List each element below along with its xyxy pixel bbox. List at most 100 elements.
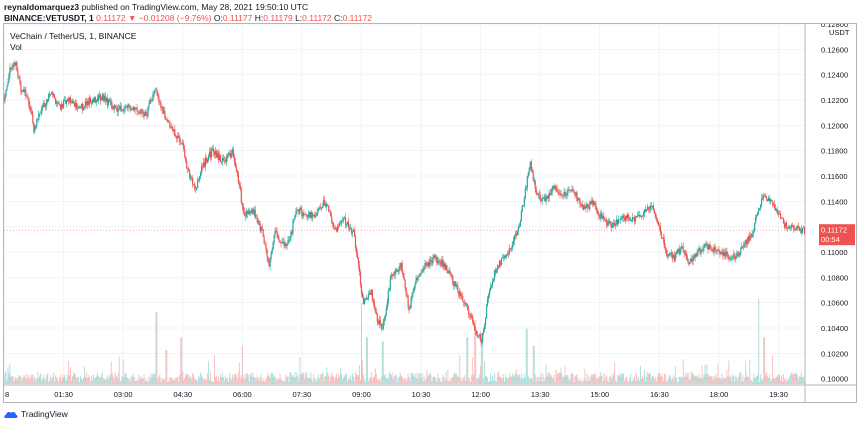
candle-body — [390, 274, 392, 279]
candle-body — [392, 274, 394, 276]
candle-body — [783, 223, 786, 228]
volume-bar — [209, 380, 211, 384]
candle-body — [526, 176, 528, 188]
volume-bar — [702, 379, 704, 384]
candle-body — [4, 96, 6, 101]
volume-bar — [429, 372, 431, 384]
candle-body — [617, 219, 619, 224]
volume-bar — [176, 377, 178, 384]
candle-body — [794, 228, 797, 230]
volume-bar — [446, 380, 448, 384]
volume-bar — [558, 373, 560, 384]
volume-bar — [697, 377, 699, 384]
candle-body — [89, 97, 91, 103]
volume-bar — [690, 371, 692, 384]
candle-body — [434, 255, 436, 259]
candle-body — [631, 217, 634, 222]
candle-body — [495, 269, 498, 273]
volume-bar — [655, 381, 657, 384]
volume-bar — [135, 380, 137, 384]
candle-body — [453, 284, 455, 286]
volume-bar — [598, 377, 600, 384]
volume-bar — [303, 372, 305, 384]
volume-bar — [778, 374, 780, 384]
volume-bar — [416, 373, 418, 384]
volume-bar — [295, 377, 297, 384]
x-tick-label: 13:30 — [531, 390, 550, 399]
volume-bar — [241, 345, 243, 384]
candle-body — [468, 309, 470, 315]
candle-body — [12, 64, 14, 70]
candle-body — [627, 214, 630, 218]
volume-bar — [584, 368, 586, 384]
candle-body — [348, 227, 351, 229]
candle-body — [784, 222, 787, 228]
candle-body — [179, 136, 181, 142]
candle-body — [753, 231, 755, 234]
candle-body — [508, 248, 511, 254]
candle-body — [102, 94, 104, 101]
candle-body — [792, 225, 795, 229]
candle-body — [540, 199, 542, 202]
candle-body — [386, 302, 388, 308]
volume-bar — [400, 375, 402, 384]
volume-bar — [345, 374, 347, 384]
volume-bar — [234, 373, 236, 384]
candle-body — [547, 195, 549, 199]
volume-bar — [196, 379, 198, 384]
candle-body — [135, 107, 137, 109]
candle-body — [600, 213, 602, 218]
candle-body — [479, 334, 481, 336]
candle-body — [618, 219, 620, 224]
candle-body — [74, 103, 77, 107]
volume-bar — [428, 374, 430, 384]
volume-bar — [91, 380, 93, 384]
price-chart[interactable]: 0.128000.126000.124000.122000.120000.118… — [3, 23, 857, 403]
volume-bar — [586, 373, 588, 384]
candle-body — [573, 190, 575, 193]
candle-body — [661, 237, 663, 239]
volume-bar — [621, 373, 623, 384]
candle-body — [736, 253, 738, 257]
volume-bar — [591, 374, 593, 384]
volume-bar — [626, 376, 628, 384]
volume-bar — [509, 376, 511, 384]
volume-bar — [161, 378, 163, 384]
volume-bar — [582, 381, 584, 384]
volume-bar — [670, 379, 672, 384]
candle-body — [290, 231, 292, 239]
candle-body — [738, 252, 740, 257]
candle-body — [442, 259, 444, 267]
volume-bar — [564, 366, 566, 384]
candle-body — [448, 270, 450, 274]
volume-bar — [185, 373, 187, 384]
candle-body — [234, 161, 236, 168]
volume-bar — [154, 374, 156, 384]
candle-body — [429, 259, 431, 267]
volume-bar — [96, 372, 98, 384]
candle-body — [605, 220, 607, 222]
volume-bar — [542, 373, 544, 384]
tradingview-footer[interactable]: TradingView — [4, 407, 68, 421]
candle-body — [529, 161, 531, 169]
volume-bar — [301, 373, 303, 384]
volume-bar — [521, 377, 523, 384]
candle-body — [17, 70, 19, 78]
volume-bar — [22, 377, 24, 384]
candle-body — [356, 253, 359, 259]
candle-body — [109, 101, 111, 103]
candle-body — [212, 148, 215, 153]
candle-body — [254, 209, 256, 218]
candle-body — [483, 329, 485, 333]
candle-body — [318, 208, 320, 210]
candle-body — [127, 104, 129, 108]
candle-body — [378, 320, 380, 324]
candle-body — [678, 248, 680, 255]
volume-bar — [511, 373, 513, 384]
candle-body — [344, 217, 347, 225]
volume-bar — [671, 379, 673, 384]
volume-bar — [327, 372, 329, 384]
volume-bar — [398, 376, 400, 384]
volume-bar — [30, 376, 32, 384]
candle-body — [323, 199, 325, 206]
